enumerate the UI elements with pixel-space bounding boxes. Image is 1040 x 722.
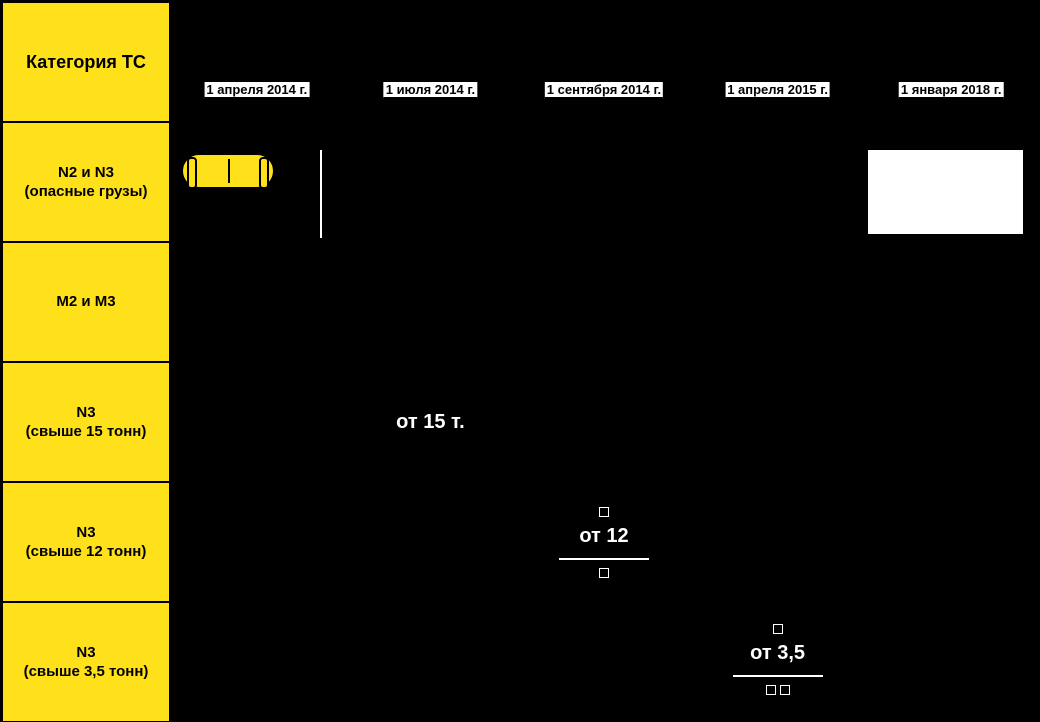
grid: Категория ТС 1 апреля 2014 г. 1 июля 201… xyxy=(0,0,1040,720)
weight-label: от 15 т. xyxy=(396,411,464,434)
timeline-table: Категория ТС 1 апреля 2014 г. 1 июля 201… xyxy=(0,0,1040,720)
cell-r3-c1 xyxy=(344,482,518,602)
cell-r4-c2 xyxy=(517,602,691,722)
cell-r1-c2 xyxy=(517,242,691,362)
cell-r3-c0 xyxy=(170,482,344,602)
date-col-0: 1 апреля 2014 г. xyxy=(170,2,344,122)
row-label: N2 и N3 xyxy=(58,163,114,183)
row-label: N3 xyxy=(76,643,95,663)
cell-r4-c0 xyxy=(170,602,344,722)
cell-r0-c2 xyxy=(517,122,691,242)
row-label: M2 и M3 xyxy=(56,292,115,312)
date-label: 1 января 2018 г. xyxy=(899,82,1004,99)
row-3-header: N3 (свыше 12 тонн) xyxy=(2,482,170,602)
date-col-4: 1 января 2018 г. xyxy=(864,2,1038,122)
marker-icon xyxy=(599,568,609,578)
cell-r1-c3 xyxy=(691,242,865,362)
row-1-header: M2 и M3 xyxy=(2,242,170,362)
date-col-3: 1 апреля 2015 г. xyxy=(691,2,865,122)
row-label-sub: (свыше 3,5 тонн) xyxy=(24,662,149,682)
date-label: 1 июля 2014 г. xyxy=(384,82,477,99)
marker-icon xyxy=(773,624,783,634)
tanker-icon xyxy=(181,153,275,189)
row-label-sub: (свыше 12 тонн) xyxy=(26,542,147,562)
cell-r0-c0 xyxy=(170,122,344,242)
row-4-header: N3 (свыше 3,5 тонн) xyxy=(2,602,170,722)
row-label-sub: (свыше 15 тонн) xyxy=(26,422,147,442)
marker-icon xyxy=(599,507,609,517)
row-label: N3 xyxy=(76,403,95,423)
date-label: 1 апреля 2015 г. xyxy=(725,82,830,99)
cell-r3-c2: от 12 xyxy=(517,482,691,602)
underline xyxy=(559,558,649,560)
cell-r2-c1: от 15 т. xyxy=(344,362,518,482)
cell-r3-c3 xyxy=(691,482,865,602)
date-col-1: 1 июля 2014 г. xyxy=(344,2,518,122)
row-0-header: N2 и N3 (опасные грузы) xyxy=(2,122,170,242)
row-label: N3 xyxy=(76,523,95,543)
header-text: Категория ТС xyxy=(26,52,146,73)
cell-r2-c3 xyxy=(691,362,865,482)
cell-r2-c4 xyxy=(864,362,1038,482)
date-label: 1 сентября 2014 г. xyxy=(545,82,663,99)
cell-r1-c0 xyxy=(170,242,344,362)
date-label: 1 апреля 2014 г. xyxy=(204,82,309,99)
cell-r1-c4 xyxy=(864,242,1038,362)
separator-vertical xyxy=(320,150,322,238)
date-col-2: 1 сентября 2014 г. xyxy=(517,2,691,122)
underline xyxy=(733,675,823,677)
cell-r0-c1 xyxy=(344,122,518,242)
cell-r4-c1 xyxy=(344,602,518,722)
cell-r2-c2 xyxy=(517,362,691,482)
cell-r4-c4 xyxy=(864,602,1038,722)
row-2-header: N3 (свыше 15 тонн) xyxy=(2,362,170,482)
weight-label: от 3,5 xyxy=(750,642,805,665)
row-label-sub: (опасные грузы) xyxy=(25,182,148,202)
marker-icon xyxy=(766,685,776,695)
header-category: Категория ТС xyxy=(2,2,170,122)
weight-label: от 12 xyxy=(579,525,628,548)
cell-r4-c3: от 3,5 xyxy=(691,602,865,722)
cell-r0-c3 xyxy=(691,122,865,242)
cell-r2-c0 xyxy=(170,362,344,482)
cell-r3-c4 xyxy=(864,482,1038,602)
marker-icon xyxy=(780,685,790,695)
white-highlight-box xyxy=(868,150,1023,234)
cell-r1-c1 xyxy=(344,242,518,362)
